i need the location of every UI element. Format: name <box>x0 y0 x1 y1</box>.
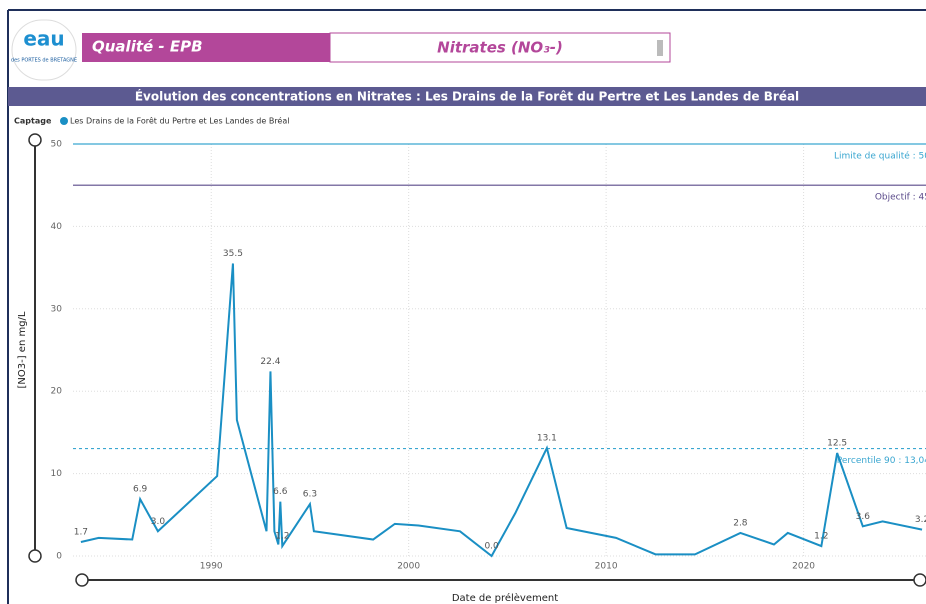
y-tick-label: 30 <box>51 304 63 314</box>
x-slider-handle[interactable] <box>913 573 926 587</box>
data-label: 3.6 <box>856 512 871 522</box>
data-label: 13.1 <box>537 434 557 444</box>
y-tick-label: 40 <box>51 222 63 232</box>
x-tick-label: 2000 <box>397 562 420 572</box>
data-label: 6.9 <box>133 485 148 495</box>
data-label: 3.2 <box>915 515 926 525</box>
data-label: 6.6 <box>273 487 288 497</box>
y-tick-label: 10 <box>51 469 63 479</box>
data-label: 22.4 <box>260 357 280 367</box>
logo-sub: des PORTES de BRETAGNE <box>11 58 77 64</box>
data-label: 1.2 <box>814 532 828 542</box>
reference-label: Percentile 90 : 13,04 <box>837 456 926 466</box>
data-label: 12.5 <box>827 439 847 449</box>
x-tick-label: 2010 <box>595 562 618 572</box>
title-bar <box>8 87 926 106</box>
y-tick-label: 20 <box>51 387 63 397</box>
reference-label: Objectif : 45 <box>875 193 926 203</box>
logo <box>11 19 77 81</box>
reference-label: Limite de qualité : 50 <box>834 151 926 162</box>
x-axis-label: Date de prélèvement <box>452 592 558 604</box>
data-label: 1.7 <box>74 527 88 537</box>
scroll-thumb <box>657 40 663 56</box>
data-label: 6.3 <box>303 490 317 500</box>
legend-marker <box>60 117 68 125</box>
section-title: Qualité - EPB <box>92 38 203 56</box>
legend-title: Captage <box>14 117 52 126</box>
indicator-box <box>329 32 671 63</box>
data-label: 1.2 <box>275 532 289 542</box>
x-slider-handle[interactable] <box>75 573 89 587</box>
x-tick-label: 1990 <box>200 562 223 572</box>
legend-label: Les Drains de la Forêt du Pertre et Les … <box>70 116 289 126</box>
indicator-title: Nitrates (NO₃-) <box>437 39 563 57</box>
chart-title: Évolution des concentrations en Nitrates… <box>135 89 799 104</box>
y-axis-label: [NO3-] en mg/L <box>17 311 28 388</box>
section-bar <box>82 33 330 62</box>
y-tick-label: 50 <box>51 140 63 150</box>
x-tick-label: 2020 <box>792 562 815 572</box>
y-slider-handle[interactable] <box>28 133 42 147</box>
data-label: 2.8 <box>733 518 748 528</box>
y-tick-label: 0 <box>56 552 62 562</box>
data-label: 3.0 <box>151 517 166 527</box>
y-slider-handle[interactable] <box>28 549 42 563</box>
data-label: 0.0 <box>484 542 499 552</box>
logo-text: eau <box>23 27 64 51</box>
data-label: 35.5 <box>223 249 243 259</box>
data-line <box>80 263 923 558</box>
